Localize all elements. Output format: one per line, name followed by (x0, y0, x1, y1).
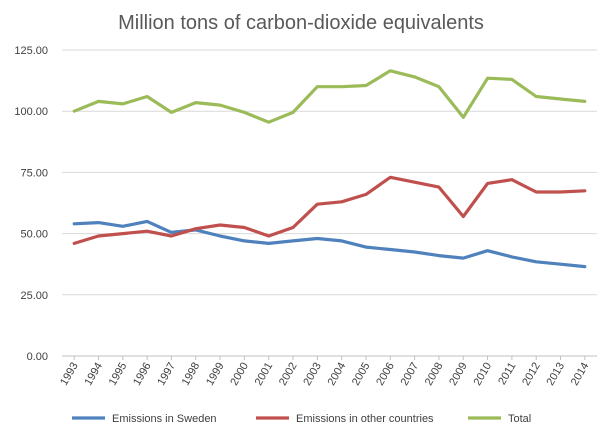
series-line-emissions-in-sweden (72, 219, 587, 269)
x-tick-label: 2001 (253, 361, 276, 388)
x-tick-label: 2010 (472, 361, 495, 388)
legend: Emissions in Sweden Emissions in other co… (72, 413, 531, 425)
x-tick-label: 2009 (447, 361, 470, 388)
series-line-total (72, 69, 587, 124)
x-tick-label: 2013 (544, 361, 567, 388)
series-line-emissions-in-other-countries (72, 175, 587, 245)
legend-label-emissions-in-other-countries: Emissions in other countries (296, 413, 434, 425)
y-axis-ticks: 0.00 25.00 50.00 75.00 100.00 125.00 (14, 45, 48, 363)
x-tick-label: 1995 (107, 361, 130, 388)
x-tick-label: 2000 (228, 361, 251, 388)
x-tick-label: 2003 (301, 361, 324, 388)
x-tick-label: 1999 (204, 361, 227, 388)
y-tick-label: 125.00 (14, 45, 48, 57)
x-tick-label: 1994 (82, 361, 105, 388)
x-tick-label: 1997 (155, 361, 178, 388)
legend-label-emissions-in-sweden: Emissions in Sweden (112, 413, 217, 425)
y-tick-label: 50.00 (20, 229, 48, 241)
y-tick-label: 75.00 (20, 167, 48, 179)
chart-title: Million tons of carbon-dioxide equivalen… (118, 12, 484, 34)
y-tick-label: 100.00 (14, 106, 48, 118)
y-tick-label: 25.00 (20, 290, 48, 302)
x-tick-label: 2006 (374, 361, 397, 388)
legend-label-total: Total (508, 413, 531, 425)
x-tick-label: 2004 (326, 361, 349, 388)
x-tick-label: 2008 (423, 361, 446, 388)
x-axis-ticks: 1993 1994 1995 1996 1997 1998 1999 2000 2001 2002… (58, 356, 591, 388)
x-tick-label: 1993 (58, 361, 81, 388)
x-tick-label: 2012 (520, 361, 543, 388)
x-tick-label: 2002 (277, 361, 300, 388)
x-tick-label: 1996 (131, 361, 154, 388)
series-lines (72, 69, 587, 269)
x-tick-label: 2011 (496, 361, 518, 387)
x-tick-label: 2007 (399, 361, 422, 388)
x-tick-label: 1998 (180, 361, 203, 388)
x-tick-label: 2014 (569, 361, 592, 388)
x-tick-label: 2005 (350, 361, 373, 388)
y-tick-label: 0.00 (27, 351, 48, 363)
